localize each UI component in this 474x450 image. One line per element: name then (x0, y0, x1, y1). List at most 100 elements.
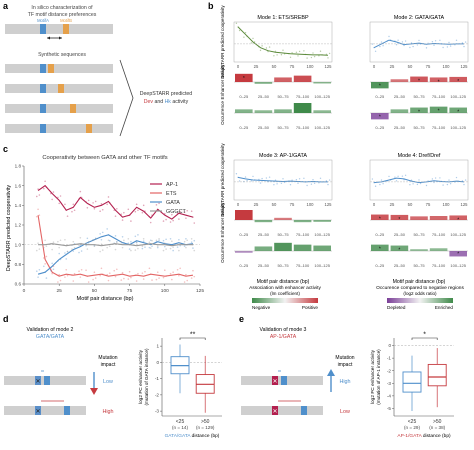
panel-c-point-ets (37, 208, 39, 211)
legend-negative: Negative (252, 305, 271, 310)
panel-a: a In silico characterization of TF motif… (3, 1, 192, 137)
mode-1-enh-bar (293, 75, 312, 82)
panel-c-point-ap-1 (190, 210, 193, 213)
panel-e-letter: e (239, 314, 244, 324)
panel-e-mutation-label1: Mutation (335, 355, 354, 361)
legend-occ-title: Occurence compared to negative regions (376, 285, 464, 291)
mode-2-enh-bar (429, 77, 448, 82)
panelD-ytick-label: 1 (156, 344, 159, 349)
mode-4-xtick: 50 (408, 202, 413, 207)
panel-c-point-ap-1 (100, 203, 103, 205)
panel-c-ytick-label: 1.2 (15, 223, 22, 228)
panel-c-point-gggct (155, 239, 158, 242)
mode-3-coop-frame (233, 159, 333, 201)
panel-c-point-ap-1 (106, 203, 108, 206)
mode-3-bin-label: 75–100 (296, 232, 310, 237)
panel-e: e Validation of mode 3 AP-1/GATA Mutatio… (239, 314, 454, 439)
panel-c-point-gggct (120, 240, 123, 243)
panel-e-low-motif2 (301, 406, 307, 415)
panel-c-point-ets (58, 273, 60, 276)
mode-1-coop-point (319, 50, 322, 52)
mode-2-occ-bar (429, 106, 448, 113)
panel-c-point-ets (123, 277, 125, 280)
panel-c-point-ap-1 (141, 211, 144, 214)
panel-c-point-ets (106, 273, 108, 276)
mode-3-bin-label-2: 50–75 (277, 263, 289, 268)
mode-1-xtick: 0 (237, 64, 240, 69)
mode-3-coop-point (273, 184, 275, 186)
panel-e-high-label: High (339, 379, 350, 385)
panel-d-seq-high (4, 406, 86, 415)
panel-c-point-gggct (44, 239, 46, 242)
panel-c-point-gata (78, 251, 80, 254)
panel-b-xlabel-left: Motif pair distance (bp) (257, 279, 310, 285)
mode-4-coop-point (388, 175, 390, 178)
mode-2-xtick: 0 (373, 64, 376, 69)
panel-c-point-gggct (73, 246, 76, 249)
mode-3-coop-point (310, 183, 313, 185)
panel-c-point-ap-1 (87, 199, 90, 202)
panel-c-point-gggct (87, 240, 90, 243)
mode-1-xtick: 25 (254, 64, 259, 69)
synthetic-seq-3 (5, 104, 113, 113)
panel-c-point-gata (192, 247, 194, 249)
panel-c-point-ap-1 (52, 191, 55, 193)
mode-2-enh-bar (371, 82, 389, 89)
panel-c-xtick-label: 100 (161, 288, 169, 294)
mode-1-enh-bar (313, 82, 331, 84)
legend-enriched: Enriched (435, 305, 454, 310)
ylabel-enhancer: Enhancer activity (220, 64, 225, 100)
panel-d-title-line1: Validation of mode 2 (27, 327, 74, 333)
panel-c-point-ets (87, 281, 90, 283)
panel-c-point-gata (130, 240, 132, 243)
panel-c-point-gata (80, 250, 83, 252)
panel-c-point-ets (121, 271, 124, 274)
panel-c-point-ap-1 (71, 210, 73, 213)
mode-1-bin-label: 75–100 (296, 94, 310, 99)
mode-3-coop-point (252, 175, 254, 178)
panelD-xlabel: GATA/GATA distance (bp) (165, 433, 220, 439)
mode-4-bin-label: 75–100 (432, 232, 446, 237)
panel-c-point-ets (57, 281, 59, 283)
panel-c-point-ets (85, 269, 87, 272)
mode-2-coop-point (409, 46, 411, 49)
panel-c-point-ap-1 (183, 211, 186, 214)
panel-c-point-gata (169, 237, 172, 240)
panel-c-point-ets (92, 278, 94, 281)
panel-c-point-ets (144, 270, 146, 273)
mode-1-coop-point (280, 54, 283, 56)
mode-1-coop-point (303, 50, 305, 52)
mode-2-occ-sig: * (379, 114, 381, 120)
mode-3-coop-point (244, 176, 247, 178)
panel-c-point-ets (80, 268, 83, 271)
mode-4-title: Mode 4: Dref/Dref (398, 153, 441, 159)
bracket-icon (119, 59, 134, 137)
seq2-motif-a (40, 84, 46, 93)
panelD-group-label: >50 (201, 419, 210, 425)
mode-3-coop-point (250, 180, 253, 182)
panel-c-point-gggct (59, 239, 62, 242)
panel-c-point-ap-1 (93, 207, 96, 210)
panel-c-point-gggct (57, 240, 59, 243)
mode-3-bin-label-2: 75–100 (296, 263, 310, 268)
mode-4-bin-label-2: 75–100 (432, 263, 446, 268)
panel-c-point-gata (65, 258, 68, 260)
mode-3-coop-point (328, 179, 331, 181)
panel-c-point-ap-1 (59, 195, 62, 197)
mode-2-enh-sig: * (418, 79, 420, 85)
mode-3-coop-line (237, 176, 328, 183)
panel-c-point-ap-1 (38, 194, 41, 196)
panel-c-point-gata (85, 244, 87, 247)
motif-a-box (40, 24, 46, 34)
mode-3-enh-bar (235, 210, 253, 220)
mode-4-enh-bar (449, 215, 467, 220)
seq1-motif-b (48, 64, 54, 73)
panel-c-point-ap-1 (123, 211, 125, 214)
mode-3-coop-point (238, 180, 241, 182)
panel-c-point-gata (165, 238, 167, 241)
mode-2-bin-label-2: 0–25 (375, 125, 385, 130)
panel-c-point-ets (100, 267, 103, 270)
panel-c-point-ap-1 (73, 209, 76, 212)
mode-2-coop-point (371, 43, 374, 45)
panel-c-point-gata (64, 252, 66, 254)
